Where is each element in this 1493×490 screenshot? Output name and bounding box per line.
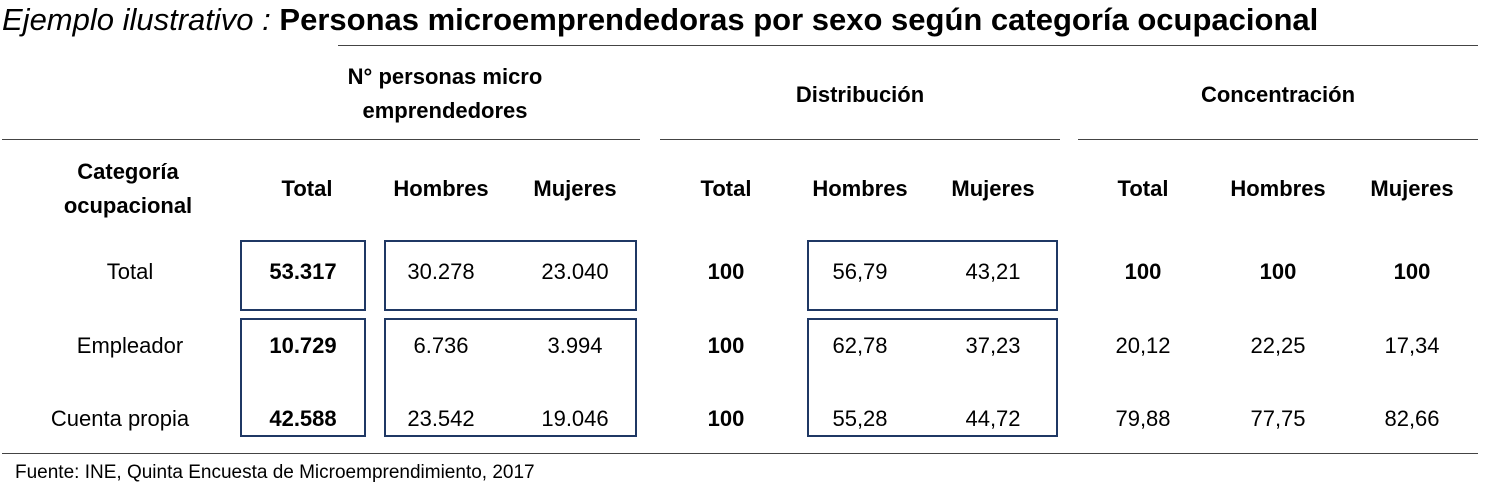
row-label: Empleador	[76, 333, 184, 358]
column-header-mujeres: Mujeres	[951, 176, 1035, 201]
column-header-hombres: Hombres	[393, 176, 489, 201]
column-header-hombres: Hombres	[1230, 176, 1326, 201]
cell-c-hombres: 100	[1259, 259, 1297, 284]
cell-c-mujeres: 100	[1393, 259, 1431, 284]
title-rule	[338, 45, 1478, 46]
cell-n-mujeres: 19.046	[541, 406, 609, 431]
cell-d-total: 100	[707, 259, 745, 284]
source-note: Fuente: INE, Quinta Encuesta de Microemp…	[15, 462, 535, 483]
cell-n-hombres: 6.736	[413, 333, 469, 358]
title-prefix: Ejemplo ilustrativo :	[2, 2, 271, 37]
group-header-personas-line1: N° personas micro	[347, 64, 543, 89]
group-rule-concentracion	[1078, 139, 1478, 140]
group-header-concentracion: Concentración	[1200, 82, 1356, 107]
cell-c-total: 100	[1124, 259, 1162, 284]
cell-c-mujeres: 82,66	[1384, 406, 1440, 431]
column-header-categoria-line1: Categoría	[77, 159, 179, 184]
column-header-total: Total	[700, 176, 752, 201]
highlight-box	[240, 318, 366, 437]
column-header-mujeres: Mujeres	[1370, 176, 1454, 201]
highlight-box	[384, 240, 637, 311]
group-header-distribucion: Distribución	[795, 82, 925, 107]
title-text: Personas microemprendedoras por sexo seg…	[279, 2, 1319, 37]
row-label: Cuenta propia	[50, 406, 190, 431]
column-header-categoria-line2: ocupacional	[63, 193, 193, 218]
cell-d-hombres: 55,28	[832, 406, 888, 431]
bottom-rule	[2, 453, 1478, 454]
column-header-total: Total	[281, 176, 333, 201]
cell-d-mujeres: 43,21	[965, 259, 1021, 284]
cell-d-mujeres: 37,23	[965, 333, 1021, 358]
cell-n-mujeres: 23.040	[541, 259, 609, 284]
group-header-personas: N° personas micro emprendedores	[300, 60, 590, 128]
highlight-box	[807, 240, 1058, 311]
group-rule-personas	[2, 139, 640, 140]
highlight-box	[240, 240, 366, 311]
highlight-box	[807, 318, 1058, 437]
cell-d-hombres: 56,79	[832, 259, 888, 284]
cell-n-hombres: 23.542	[407, 406, 475, 431]
group-rule-distribucion	[660, 139, 1060, 140]
cell-c-hombres: 22,25	[1250, 333, 1306, 358]
cell-n-total: 10.729	[269, 333, 337, 358]
cell-d-total: 100	[707, 406, 745, 431]
row-label: Total	[106, 259, 154, 284]
cell-d-mujeres: 44,72	[965, 406, 1021, 431]
cell-d-total: 100	[707, 333, 745, 358]
column-header-hombres: Hombres	[812, 176, 908, 201]
highlight-box	[384, 318, 637, 437]
column-header-total: Total	[1117, 176, 1169, 201]
column-header-mujeres: Mujeres	[533, 176, 617, 201]
cell-c-total: 20,12	[1115, 333, 1171, 358]
cell-d-hombres: 62,78	[832, 333, 888, 358]
cell-n-mujeres: 3.994	[547, 333, 603, 358]
cell-n-total: 42.588	[269, 406, 337, 431]
cell-n-hombres: 30.278	[407, 259, 475, 284]
group-header-personas-line2: emprendedores	[362, 98, 528, 123]
column-header-categoria: Categoría ocupacional	[28, 155, 228, 223]
cell-n-total: 53.317	[269, 259, 337, 284]
cell-c-mujeres: 17,34	[1384, 333, 1440, 358]
cell-c-total: 79,88	[1115, 406, 1171, 431]
page-title: Ejemplo ilustrativo : Personas microempr…	[2, 0, 1318, 40]
cell-c-hombres: 77,75	[1250, 406, 1306, 431]
